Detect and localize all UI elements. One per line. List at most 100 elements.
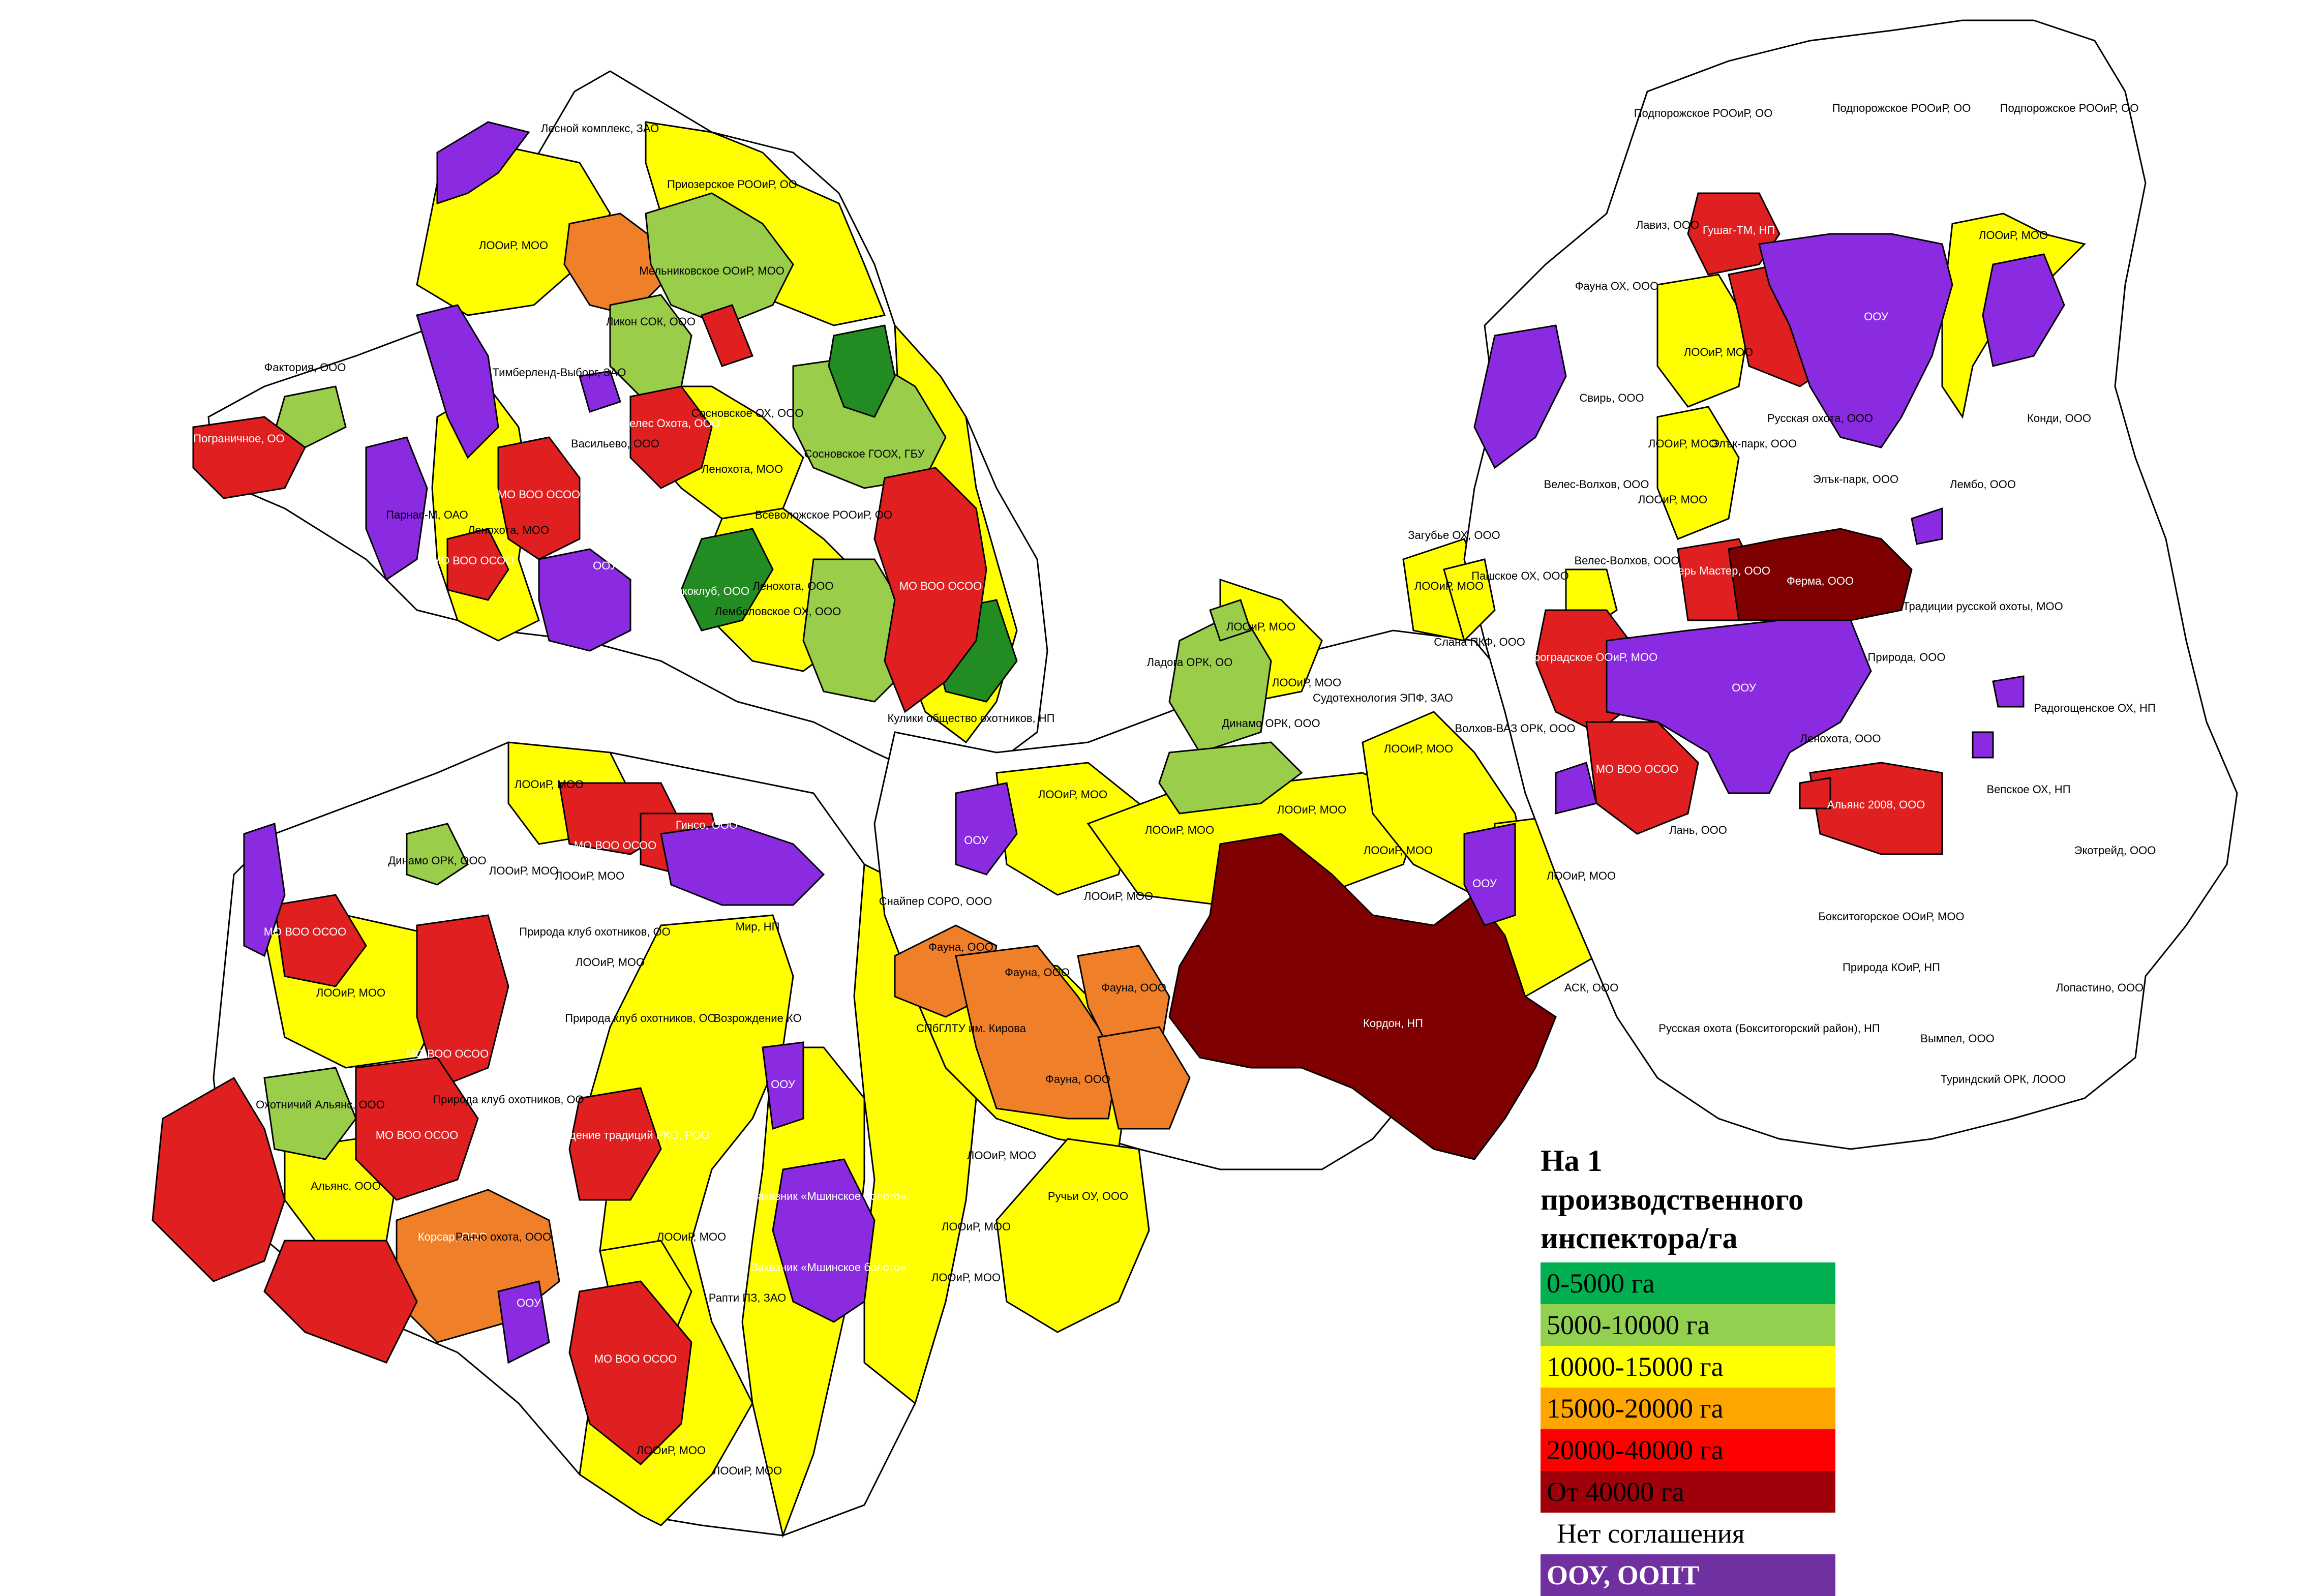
region-east-purple-4	[1555, 762, 1597, 815]
region-central-lightgreen-3	[1209, 599, 1252, 642]
label-l50: ЛООиР, МОО	[1272, 676, 1341, 689]
region-central-orange-4	[1097, 1026, 1191, 1130]
region-east-yellow-2	[1656, 406, 1740, 540]
label-l48: ЛООиР, МОО	[1414, 580, 1484, 592]
label-l10: Сосновское ГООХ, ГБУ	[804, 447, 925, 460]
label-l102: Туриндский ОРК, ЛООО	[1941, 1073, 2066, 1086]
label-l33: Свирь, ООО	[1579, 392, 1644, 404]
region-lightgreen-melnikovo	[645, 192, 794, 326]
region-sw-red-3	[355, 1057, 479, 1201]
label-l39: Велес-Волхов, ООО	[1544, 478, 1649, 491]
label-l30: ООУ	[1864, 310, 1889, 323]
label-l14: МО ВОО ОСОО	[498, 488, 581, 501]
label-l115: ЛООиР, МОО	[931, 1271, 1001, 1284]
label-l9: Сосновское ОХ, ООО	[691, 407, 804, 419]
region-central-orange-2	[955, 945, 1120, 1120]
label-l29: ЛООиР, МОО	[1979, 229, 2048, 242]
label-l52: Динамо ОРК, ООО	[1222, 717, 1320, 730]
legend-item-5: От 40000 га	[1541, 1471, 1835, 1513]
label-l117: ООУ	[517, 1297, 541, 1309]
label-l55: Петроградское ООиР, МОО	[1515, 651, 1657, 664]
region-red-mo-voo-2	[446, 528, 509, 601]
label-l45: Егерь Мастер, ООО	[1667, 564, 1770, 577]
label-l27: Лавиз, ООО	[1636, 219, 1699, 231]
label-l67: Экотрейд, ООО	[2074, 844, 2156, 857]
label-l6: Фактория, ООО	[264, 361, 346, 374]
region-red-pogranichnoe	[192, 416, 306, 499]
north-west-cluster	[192, 70, 1048, 784]
region-east-purple-3	[1473, 324, 1567, 469]
label-l100: ООУ	[771, 1078, 796, 1091]
label-l79: Динамо ОРК, ООО	[388, 854, 486, 867]
region-central-purple-1	[955, 782, 1018, 876]
legend-label-6: Нет соглашения	[1557, 1518, 1745, 1549]
label-l58: Радогощенское ОХ, НП	[2034, 702, 2155, 714]
label-l40: ЛООиР, МОО	[1648, 437, 1717, 450]
label-l23: Кулики общество охотников, НП	[887, 712, 1054, 725]
label-l3: ЛООиР, МОО	[479, 239, 548, 252]
label-l70: ЛООиР, МОО	[1364, 844, 1433, 857]
region-lightgreen-lembolovo	[802, 558, 906, 703]
label-l42: Загубье ОХ, ООО	[1408, 529, 1500, 541]
label-l89: АСК, ООО	[1564, 981, 1618, 994]
region-east-purple-oou	[1606, 619, 1872, 794]
label-l31: Фауна ОХ, ООО	[1575, 280, 1659, 292]
label-l92: Природа клуб охотников, ОО	[565, 1012, 716, 1025]
legend-label-4: 20000-40000 га	[1547, 1435, 1724, 1465]
label-l25: Подпорожское РООиР, ОО	[1832, 102, 1971, 114]
region-darkgreen-ecoclub	[680, 528, 774, 631]
region-red-small	[701, 304, 753, 367]
label-l17: Ленохота, МОО	[468, 524, 549, 536]
south-west-cluster	[152, 741, 977, 1539]
legend-item-0: 0-5000 га	[1541, 1262, 1835, 1304]
region-red-mo-voo-3	[873, 467, 987, 713]
label-l114: Заказник «Мшинское болото»	[751, 1261, 906, 1274]
label-l80: МО ВОО ОСОО	[574, 839, 657, 852]
label-l75: ЛООиР, МОО	[1084, 890, 1153, 902]
legend-title: На 1 производственного инспектора/га	[1541, 1144, 1804, 1255]
region-east-purple-2	[1982, 253, 2065, 367]
label-l90: МО ВОО ОСОО	[264, 925, 347, 938]
label-l38: Лембо, ООО	[1950, 478, 2016, 491]
label-l104: МО ВОО ОСОО	[376, 1129, 459, 1141]
label-l77: Лопастино, ООО	[2056, 981, 2144, 994]
region-central-lightgreen-2	[1158, 741, 1303, 815]
label-l111: ЛООиР, МОО	[657, 1230, 726, 1243]
label-l71: Бокситогорское ООиР, МОО	[1818, 910, 1964, 923]
label-l121: ООУ	[872, 1393, 897, 1406]
label-l11: Пограничное, ОО	[193, 432, 285, 445]
label-l32: ЛООиР, МОО	[1684, 346, 1753, 358]
label-l85: Фауна, ООО	[928, 941, 993, 953]
label-l59: Волхов-ВАЗ ОРК, ООО	[1455, 722, 1575, 735]
region-east-yellow-1	[1656, 274, 1750, 408]
label-l74: Снайпер СОРО, ООО	[879, 895, 992, 908]
region-maroon-kordon	[1168, 833, 1557, 1160]
label-l105: Возрождение традиций РКО, РОО	[531, 1129, 710, 1141]
label-l21: Ленохота, ООО	[753, 580, 834, 592]
region-sw-red-4	[152, 1076, 286, 1282]
label-l116: Рапти ПЗ, ЗАО	[709, 1291, 787, 1304]
legend-label-7: ООУ, ООПТ	[1547, 1560, 1700, 1590]
legend-label-0: 0-5000 га	[1547, 1268, 1655, 1299]
label-l53: Судотехнология ЭПФ, ЗАО	[1313, 691, 1453, 704]
label-l110: Заказник «Мшинское болото»	[751, 1190, 906, 1202]
label-l98: МО ВОО ОСОО	[406, 1047, 489, 1060]
label-l96: Вымпел, ООО	[1920, 1032, 1994, 1045]
region-sw-red-5	[263, 1240, 418, 1364]
label-l18b: МО ВОО ОСОО	[899, 580, 982, 592]
label-l91: Природа клуб охотников, ОО	[519, 925, 670, 938]
region-purple-oou	[538, 548, 631, 652]
label-l28: Гушаг-ТМ, НП	[1703, 224, 1775, 236]
label-l113: ЛООиР, МОО	[942, 1220, 1011, 1233]
region-red-veles	[629, 385, 713, 489]
label-l46: Ферма, ООО	[1787, 575, 1854, 587]
region-sw-lightgreen-dinamo	[406, 823, 469, 886]
label-l72: ЛООиР, МОО	[1547, 869, 1616, 882]
region-sw-red-6	[568, 1280, 692, 1466]
region-sw-red-2	[416, 914, 509, 1090]
label-l16: Парнас-М, ОАО	[386, 508, 468, 521]
legend-label-2: 10000-15000 га	[1547, 1351, 1724, 1382]
label-l109: Корсар, ООО	[418, 1230, 487, 1243]
label-l56: ООУ	[1732, 681, 1757, 694]
east-cluster	[1443, 19, 2238, 1150]
